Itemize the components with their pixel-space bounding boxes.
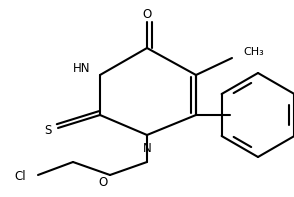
Text: S: S xyxy=(44,124,52,137)
Text: O: O xyxy=(142,7,152,20)
Text: CH₃: CH₃ xyxy=(243,47,264,57)
Text: N: N xyxy=(143,141,151,154)
Text: Cl: Cl xyxy=(14,169,26,182)
Text: HN: HN xyxy=(73,61,91,74)
Text: O: O xyxy=(98,176,108,189)
